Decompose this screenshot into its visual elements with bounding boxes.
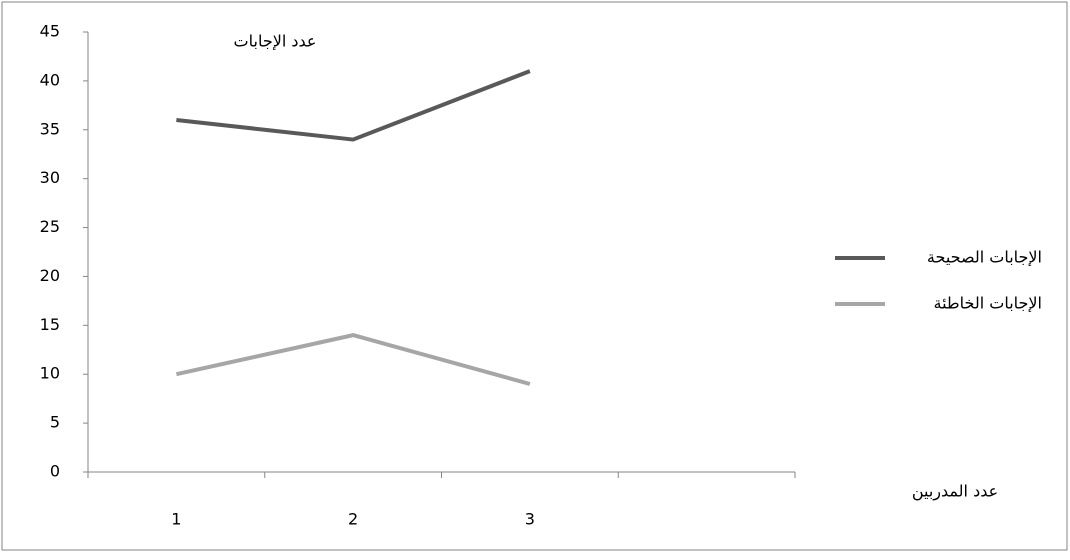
- y-tick-label: 5: [50, 413, 60, 432]
- y-tick-label: 10: [40, 364, 60, 383]
- legend-label: الإجابات الخاطئة: [934, 294, 1042, 313]
- x-tick-label: 2: [348, 510, 358, 529]
- y-tick-label: 15: [40, 315, 60, 334]
- legend-label: الإجابات الصحيحة: [927, 248, 1042, 267]
- y-tick-label: 0: [50, 462, 60, 481]
- y-tick-label: 40: [40, 70, 60, 89]
- y-axis-title: عدد الإجابات: [234, 32, 317, 51]
- series-line: [176, 69, 531, 142]
- y-tick-label: 25: [40, 217, 60, 236]
- y-tick-label: 35: [40, 119, 60, 138]
- x-axis-title: عدد المدربين: [912, 482, 998, 502]
- y-tick-label: 20: [40, 266, 60, 285]
- chart-border: [1, 1, 1068, 551]
- series-line: [175, 333, 531, 386]
- y-tick-label: 45: [40, 22, 60, 41]
- x-tick-label: 1: [171, 510, 181, 529]
- x-tick-label: 3: [525, 510, 535, 529]
- y-tick-label: 30: [40, 168, 60, 187]
